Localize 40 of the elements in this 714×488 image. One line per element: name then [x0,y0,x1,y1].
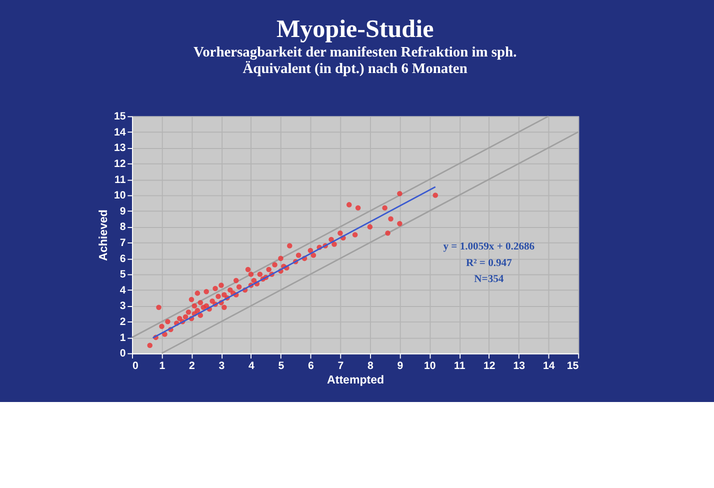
y-tick-label: 7 [120,237,126,249]
x-tick-label: 2 [189,360,196,372]
annotation: y = 1.0059x + 0.2686 [443,241,535,252]
x-tick-label: 7 [338,360,344,372]
y-tick-label: 4 [120,284,126,296]
x-tick-label: 11 [454,360,466,372]
y-tick-label: 9 [120,205,126,218]
y-tick-label: 11 [114,174,126,186]
y-tick-label: 1 [120,332,126,344]
text: Äquivalent (in dpt.) nach 6 Monaten [242,60,468,77]
chart-title: Myopie-Studie [276,16,434,44]
text: Vorhersagbarkeit der manifesten Refraktion im sph. [193,44,517,60]
y-tick-label: 6 [120,252,126,265]
x-tick-label: 10 [424,360,436,372]
y-axis-title: Achieved [98,210,110,261]
x-tick-label: 1 [159,360,166,372]
y-tick-label: 3 [120,300,126,312]
x-tick-label: 14 [542,360,555,372]
x-tick-label: 9 [397,360,404,372]
y-tick-label: 10 [114,190,126,202]
y-tick-label: 13 [114,142,126,154]
y-tick-label: 12 [114,158,126,170]
annotation: N=354 [474,274,504,286]
y-tick-label: 8 [120,221,126,234]
x-tick-label: 6 [308,360,314,372]
y-tick-label: 14 [114,126,126,138]
y-tick-label: 0 [120,348,126,360]
x-tick-label: 4 [248,360,255,372]
x-tick-label: 12 [484,360,496,372]
y-tick-label: 2 [120,316,126,328]
x-tick-label: 15 [566,360,579,372]
y-tick-label: 5 [120,268,126,281]
y-tick-label: 15 [114,110,126,123]
x-tick-label: 3 [218,360,225,372]
x-tick-label: 0 [132,360,138,372]
x-axis-title: Attempted [327,374,384,387]
x-tick-label: 5 [278,360,284,372]
x-tick-label: 8 [367,360,374,372]
x-tick-label: 13 [513,360,526,372]
annotation: R² = 0.947 [466,258,513,269]
